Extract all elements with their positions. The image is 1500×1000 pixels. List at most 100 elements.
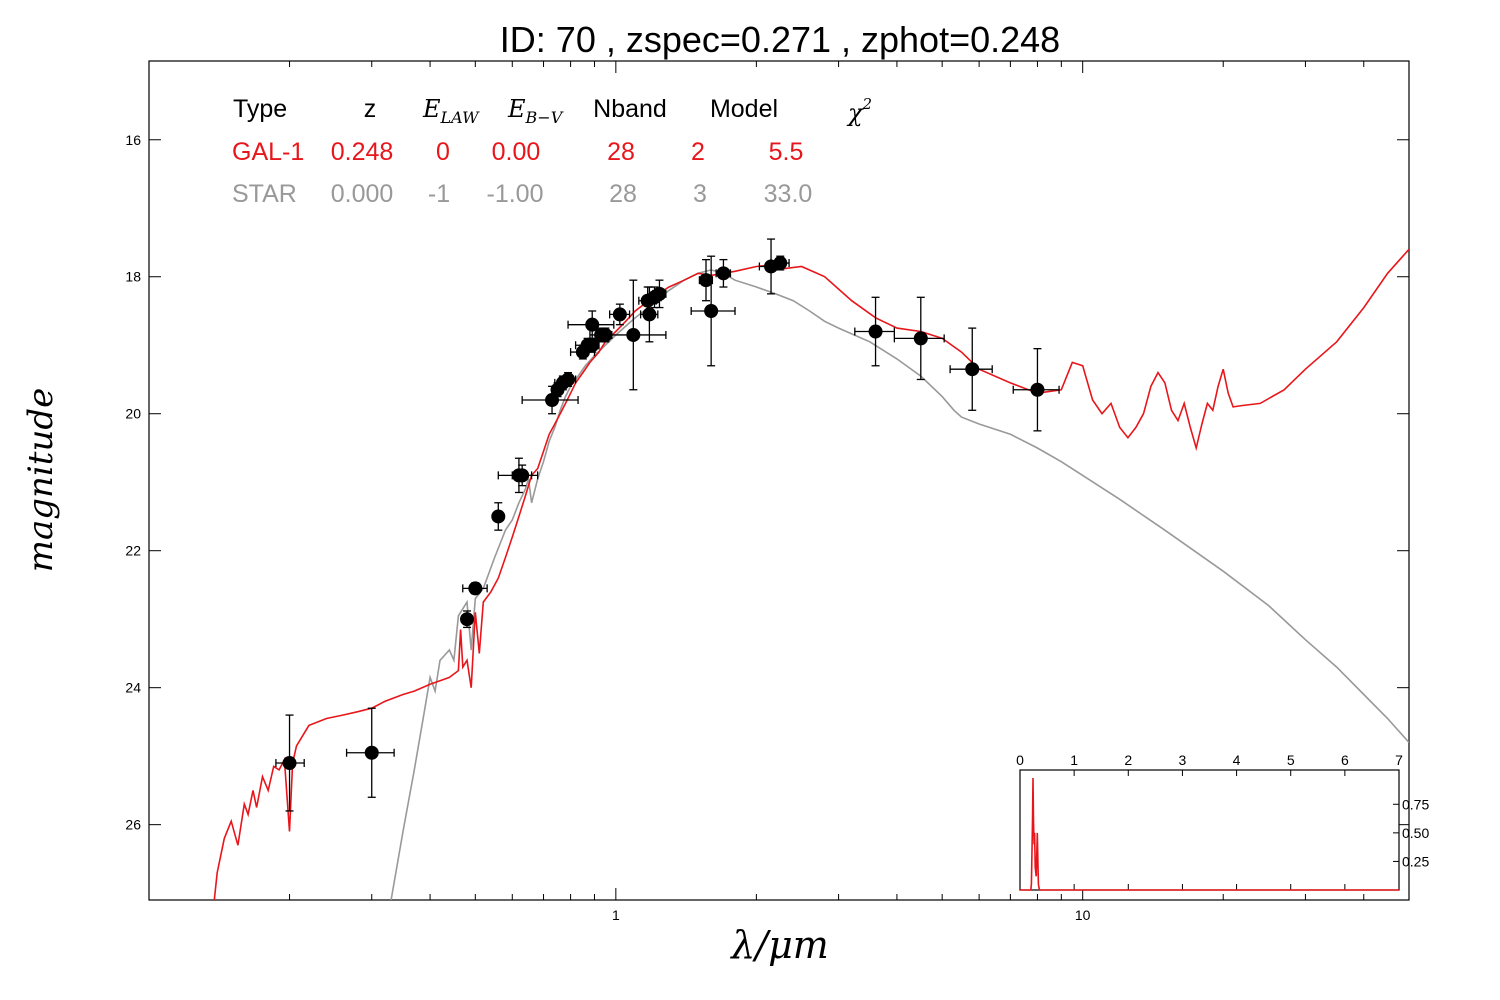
y-axis-label: magnitude (21, 388, 61, 573)
photometry-point (949, 327, 993, 411)
inset-pdz-line (1020, 777, 1399, 891)
x-tick-label: 10 (1075, 907, 1091, 923)
y-tick-label: 18 (125, 269, 141, 285)
photometry-point (584, 337, 600, 353)
header-nband: Nband (593, 95, 667, 123)
y-tick-label: 24 (125, 680, 141, 696)
photometry-point (345, 707, 395, 798)
inset-frame (1019, 769, 1400, 891)
inset-x-ticks: 0 1 2 3 4 5 6 7 (1016, 752, 1403, 890)
header-elaw: ELAW (422, 95, 480, 127)
pdz-line (1020, 777, 1399, 891)
photometry-point (521, 385, 579, 415)
inset-y-tick-label: 0.25 (1402, 853, 1429, 869)
main-plot-frame (148, 60, 1410, 901)
row-star-chi2: 33.0 (764, 180, 813, 208)
gal-1-line (213, 248, 1409, 900)
inset-x-tick-label: 1 (1070, 752, 1078, 768)
photometry-point (491, 502, 506, 531)
data-marker (652, 286, 667, 301)
row-gal-chi2: 5.5 (769, 138, 804, 166)
header-chi2: χ2 (846, 95, 872, 127)
photometry-point (893, 296, 945, 381)
photometry-point (770, 255, 790, 271)
inset-y-ticks: 0.25 0.50 0.75 (1393, 796, 1429, 869)
row-star-z: 0.000 (331, 180, 394, 208)
photometry-point (609, 303, 631, 326)
data-marker (585, 317, 600, 332)
data-marker (704, 303, 719, 318)
data-marker (515, 468, 530, 483)
photometry-point (1012, 348, 1060, 432)
header-model: Model (710, 95, 778, 123)
row-gal-model: 2 (691, 138, 705, 166)
header-z: z (364, 95, 377, 123)
data-marker (965, 362, 980, 377)
inset-x-tick-label: 4 (1233, 752, 1241, 768)
photometry-point (511, 464, 533, 487)
y-tick-label: 16 (125, 132, 141, 148)
legend-row-gal: GAL-1 0.248 0 0.00 28 2 5.5 (232, 138, 803, 166)
inset-x-tick-label: 6 (1341, 752, 1349, 768)
data-marker (364, 745, 379, 760)
chart-title: ID: 70 , zspec=0.271 , zphot=0.248 (500, 19, 1060, 60)
inset-x-tick-label: 5 (1287, 752, 1295, 768)
row-star-ebv: -1.00 (487, 180, 544, 208)
photometry-point (598, 279, 667, 391)
photometry-point (854, 296, 896, 367)
row-star-elaw: -1 (428, 180, 450, 208)
data-marker (642, 307, 657, 322)
data-marker (699, 273, 714, 288)
row-star-nband: 28 (609, 180, 637, 208)
photometry-point (559, 371, 577, 387)
photometry-points (275, 238, 1060, 812)
data-marker (561, 372, 576, 387)
legend-table: Type z ELAW EB−V Nband Model χ2 GAL-1 0.… (232, 95, 872, 208)
row-gal-nband: 28 (607, 138, 635, 166)
inset-y-tick-label: 0.50 (1402, 825, 1429, 841)
y-tick-label: 26 (125, 817, 141, 833)
row-gal-type: GAL-1 (232, 138, 304, 166)
x-tick-label: 1 (612, 907, 620, 923)
x-axis-ticks: 1 10 (289, 61, 1365, 923)
data-marker (491, 509, 506, 524)
data-marker (1030, 382, 1045, 397)
inset-x-tick-label: 7 (1395, 752, 1403, 768)
photometry-point (567, 310, 615, 340)
header-type: Type (233, 95, 287, 123)
x-axis-label: λ/μm (729, 923, 829, 967)
data-marker (468, 581, 483, 596)
star-line (390, 269, 1409, 900)
data-marker (868, 324, 883, 339)
inset-x-tick-label: 3 (1179, 752, 1187, 768)
photometry-point (275, 714, 305, 812)
inset-x-tick-label: 0 (1016, 752, 1024, 768)
photometry-point (460, 610, 475, 629)
galaxy-series (213, 248, 1409, 900)
legend-row-star: STAR 0.000 -1 -1.00 28 3 33.0 (232, 180, 812, 208)
data-marker (612, 307, 627, 322)
y-tick-label: 22 (125, 543, 141, 559)
row-star-model: 3 (693, 180, 707, 208)
data-marker (716, 266, 731, 281)
data-marker (282, 756, 297, 771)
photometry-point (690, 255, 736, 367)
data-marker (585, 338, 600, 353)
inset-x-tick-label: 2 (1124, 752, 1132, 768)
inset-y-tick-label: 0.75 (1402, 796, 1429, 812)
photometry-point (698, 258, 714, 302)
legend-header-row: Type z ELAW EB−V Nband Model χ2 (233, 95, 872, 127)
data-marker (460, 612, 475, 627)
data-marker (626, 327, 641, 342)
photometry-point (715, 258, 732, 288)
star-series (390, 269, 1409, 900)
data-marker (773, 256, 788, 271)
row-star-type: STAR (232, 180, 297, 208)
y-tick-label: 20 (125, 406, 141, 422)
pdz-inset: 0 1 2 3 4 5 6 7 0.25 0.50 0.75 (1016, 752, 1429, 891)
photometry-point (652, 279, 667, 309)
photometry-point (462, 581, 488, 596)
